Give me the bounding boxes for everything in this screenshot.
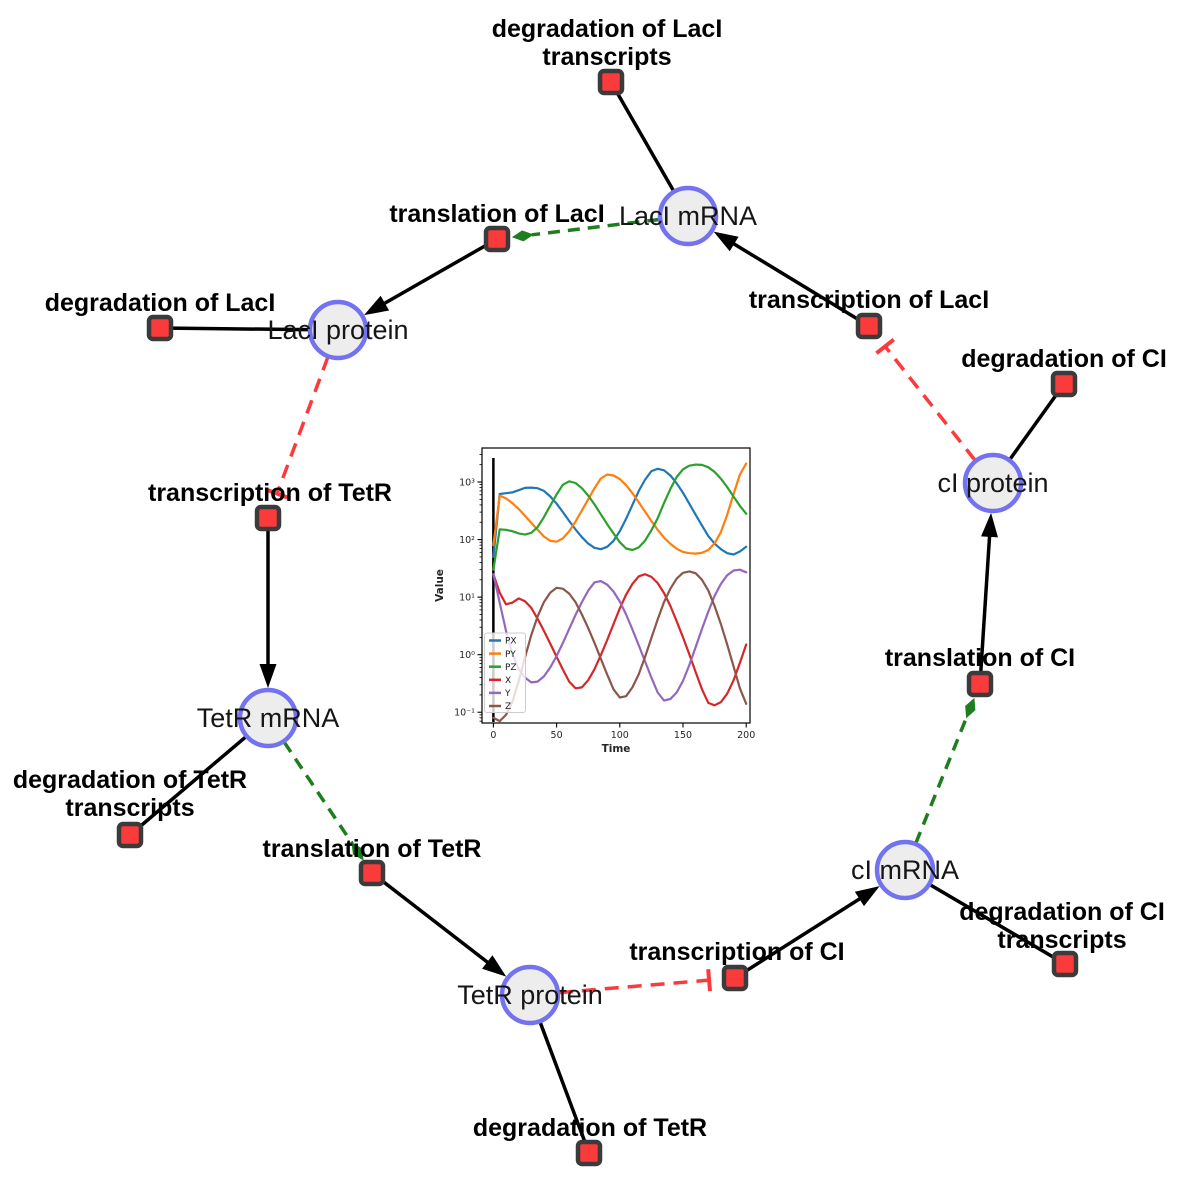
- plot-legend: PX PY PZ XYZ: [484, 632, 526, 713]
- edge-tetr-mrna-to-translation-of-tetr: [282, 741, 364, 861]
- x-tick-label: 150: [674, 730, 692, 741]
- series-line-X: [492, 573, 748, 707]
- inhibition-bar-icon: [875, 338, 895, 355]
- y-tick-label: 10³: [459, 478, 475, 489]
- network-labels: LacI mRNA LacI protein TetR mRNA TetR prote…: [13, 15, 1167, 1142]
- species-node-ci-protein: [962, 452, 1024, 514]
- edge-ci-protein-to-transcription-of-laci: [875, 338, 977, 462]
- plot-background: [430, 436, 770, 801]
- arrowhead-icon: [854, 886, 880, 907]
- reaction-label-transcription-of-tetr: transcription of TetR: [148, 479, 392, 507]
- arrowhead-icon: [981, 512, 998, 538]
- y-tick-label: 10²: [459, 535, 475, 546]
- edge-tetr-protein-to-transcription-of-ci: [558, 969, 712, 995]
- reaction-node-degradation-of-ci-transcripts: [1051, 950, 1079, 978]
- edge-laci-protein-to-transcription-of-tetr: [266, 356, 330, 500]
- reaction-label-degradation-of-tetr-transcripts: degradation of TetR transcripts: [13, 766, 247, 822]
- arrowhead-icon: [713, 231, 739, 252]
- reaction-node-transcription-of-ci: [721, 964, 749, 992]
- reaction-node-translation-of-tetr: [358, 859, 386, 887]
- species-label-tetr-mrna: TetR mRNA: [197, 703, 340, 733]
- species-node-laci-protein: [307, 299, 369, 361]
- reaction-label-degradation-of-laci: degradation of LacI: [45, 289, 276, 317]
- x-tick-label: 200: [737, 730, 755, 741]
- species-label-laci-protein: LacI protein: [267, 315, 408, 345]
- reaction-label-translation-of-ci: translation of CI: [885, 644, 1075, 672]
- inhibition-bar-icon: [706, 969, 712, 992]
- legend-label-PZ: PZ: [505, 663, 517, 673]
- x-tick-label: 0: [490, 730, 496, 741]
- reaction-node-degradation-of-ci: [1050, 370, 1078, 398]
- species-node-ci-mrna: [874, 839, 936, 901]
- species-label-ci-mrna: cI mRNA: [851, 855, 959, 885]
- x-tick-label: 100: [611, 730, 629, 741]
- arrowhead-icon: [482, 955, 507, 977]
- series-line-PZ: [492, 463, 748, 571]
- edge-laci-mrna-to-translation-of-laci: [511, 217, 660, 242]
- reaction-node-translation-of-laci: [483, 225, 511, 253]
- y-tick-label: 10⁰: [459, 650, 475, 661]
- reaction-node-degradation-of-laci-transcripts: [597, 68, 625, 96]
- species-label-laci-mrna: LacI mRNA: [619, 201, 757, 231]
- legend-label-PX: PX: [505, 637, 517, 647]
- series-line-PY: [492, 462, 748, 555]
- arrowhead-icon: [259, 664, 277, 688]
- legend-label-X: X: [505, 676, 511, 686]
- reaction-node-degradation-of-tetr-transcripts: [116, 821, 144, 849]
- arrowhead-icon: [364, 295, 390, 316]
- species-node-tetr-protein: [499, 964, 561, 1026]
- modifier-arrowhead-icon: [511, 230, 534, 242]
- inhibition-bar-icon: [266, 487, 289, 500]
- edge-ci-mrna-to-degradation-of-ci-transcripts: [904, 868, 1066, 966]
- reaction-label-degradation-of-tetr: degradation of TetR: [473, 1114, 707, 1142]
- y-tick-label: 10⁻¹: [454, 708, 475, 719]
- species-node-laci-mrna: [657, 185, 719, 247]
- edge-transcription-of-laci-to-laci-mrna: [713, 231, 859, 321]
- reaction-node-translation-of-ci: [966, 670, 994, 698]
- x-tick-label: 50: [551, 730, 563, 741]
- modifier-arrowhead-icon: [351, 842, 364, 861]
- species-node-tetr-mrna: [237, 687, 299, 749]
- edge-ci-mrna-to-translation-of-ci: [914, 697, 976, 844]
- series-line-PX: [492, 467, 748, 558]
- reaction-node-transcription-of-tetr: [254, 504, 282, 532]
- modifier-arrowhead-icon: [965, 697, 976, 719]
- reaction-label-degradation-of-ci-transcripts: degradation of CI transcripts: [959, 898, 1165, 954]
- reaction-label-degradation-of-ci: degradation of CI: [961, 345, 1167, 373]
- species-label-ci-protein: cI protein: [937, 468, 1048, 498]
- y-axis-title: Value: [434, 569, 446, 602]
- reaction-label-transcription-of-laci: transcription of LacI: [749, 286, 989, 314]
- reaction-label-translation-of-tetr: translation of TetR: [263, 835, 482, 863]
- series-line-Z: [492, 570, 748, 723]
- edge-transcription-of-tetr-to-tetr-mrna: [259, 531, 277, 688]
- reaction-node-degradation-of-laci: [146, 314, 174, 342]
- reaction-node-degradation-of-tetr: [575, 1139, 603, 1167]
- reaction-label-translation-of-laci: translation of LacI: [389, 200, 604, 228]
- legend-label-PY: PY: [505, 650, 516, 660]
- reaction-label-transcription-of-ci: transcription of CI: [629, 938, 844, 966]
- edge-translation-of-laci-to-laci-protein: [364, 243, 487, 316]
- y-tick-label: 10¹: [459, 593, 475, 604]
- network-nodes: [116, 68, 1079, 1167]
- reaction-node-transcription-of-laci: [855, 312, 883, 340]
- species-label-tetr-protein: TetR protein: [457, 980, 603, 1010]
- legend-label-Y: Y: [504, 689, 511, 699]
- plot-axes-frame: [481, 447, 751, 724]
- edge-transcription-of-ci-to-ci-mrna: [745, 886, 880, 973]
- series-line-Y: [492, 568, 748, 702]
- reaction-label-degradation-of-laci-transcripts: degradation of LacI transcripts: [492, 15, 723, 71]
- edge-translation-of-ci-to-ci-protein: [979, 512, 998, 672]
- legend-label-Z: Z: [505, 702, 511, 712]
- x-axis-title: Time: [602, 743, 631, 755]
- edge-translation-of-tetr-to-tetr-protein: [381, 879, 507, 977]
